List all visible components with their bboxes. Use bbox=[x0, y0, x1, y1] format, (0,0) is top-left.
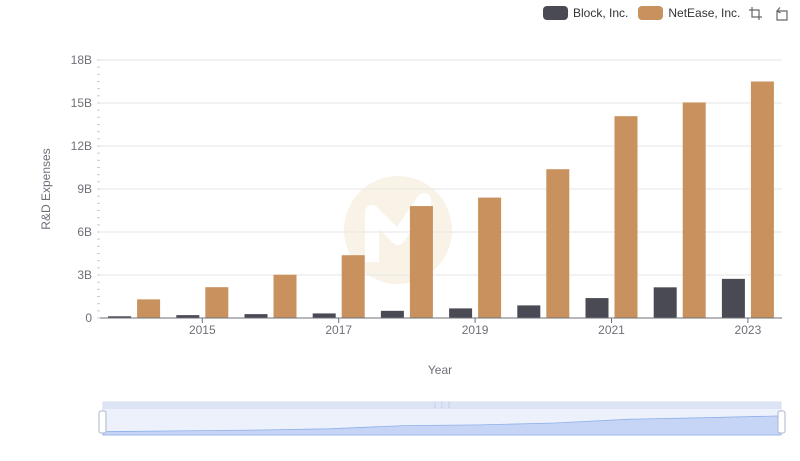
legend: Block, Inc. NetEase, Inc. bbox=[543, 4, 750, 22]
restore-icon bbox=[776, 7, 788, 21]
data-zoom-icon bbox=[749, 7, 762, 20]
y-tick-label: 3B bbox=[77, 268, 92, 282]
x-tick-label: 2015 bbox=[189, 323, 216, 337]
legend-label-netease: NetEase, Inc. bbox=[668, 6, 741, 20]
data-zoom-button[interactable] bbox=[748, 6, 763, 21]
bar-netease-2016[interactable] bbox=[273, 274, 297, 318]
bar-netease-2023[interactable] bbox=[750, 81, 774, 319]
slider-handle-right[interactable] bbox=[777, 410, 786, 434]
x-tick-label: 2023 bbox=[735, 323, 762, 337]
x-tick-label: 2019 bbox=[462, 323, 489, 337]
slider-handle-left[interactable] bbox=[98, 410, 107, 434]
y-tick-label: 9B bbox=[77, 182, 92, 196]
y-tick-label: 15B bbox=[71, 96, 92, 110]
y-tick-label: 12B bbox=[71, 139, 92, 153]
x-tick-label: 2021 bbox=[598, 323, 625, 337]
x-tick-label: 2017 bbox=[325, 323, 352, 337]
bar-netease-2018[interactable] bbox=[409, 206, 433, 318]
bar-block-2022[interactable] bbox=[653, 287, 677, 318]
legend-swatch-netease bbox=[638, 6, 664, 20]
toolbox bbox=[748, 6, 800, 21]
bar-block-2015[interactable] bbox=[176, 315, 200, 318]
y-tick-label: 0 bbox=[85, 311, 92, 325]
y-tick-label: 18B bbox=[71, 53, 92, 67]
bar-block-2018[interactable] bbox=[380, 310, 404, 318]
legend-item-netease[interactable]: NetEase, Inc. bbox=[638, 6, 740, 20]
x-axis-title: Year bbox=[428, 363, 452, 377]
bar-block-2017[interactable] bbox=[312, 313, 336, 318]
bar-block-2019[interactable] bbox=[449, 308, 473, 318]
bar-netease-2022[interactable] bbox=[682, 102, 706, 318]
bar-block-2021[interactable] bbox=[585, 298, 609, 318]
bar-netease-2019[interactable] bbox=[478, 197, 502, 318]
slider-drag-bar[interactable] bbox=[103, 402, 781, 409]
legend-item-block[interactable]: Block, Inc. bbox=[543, 6, 628, 20]
bar-netease-2020[interactable] bbox=[546, 169, 570, 318]
bar-block-2023[interactable] bbox=[721, 278, 745, 318]
bar-netease-2021[interactable] bbox=[614, 116, 638, 318]
bar-block-2020[interactable] bbox=[517, 305, 541, 318]
bar-netease-2017[interactable] bbox=[341, 255, 365, 318]
bar-block-2016[interactable] bbox=[244, 314, 268, 318]
legend-swatch-block bbox=[543, 6, 568, 20]
data-zoom-slider[interactable]: ⋮⋮⋮ bbox=[98, 401, 786, 436]
legend-label-block: Block, Inc. bbox=[573, 6, 629, 20]
restore-button[interactable] bbox=[774, 6, 789, 21]
bar-netease-2014[interactable] bbox=[137, 299, 161, 318]
bar-block-2014[interactable] bbox=[108, 316, 132, 318]
y-axis-title: R&D Expenses bbox=[39, 148, 53, 229]
bar-netease-2015[interactable] bbox=[205, 287, 229, 318]
y-tick-label: 6B bbox=[77, 225, 92, 239]
slider-grip-icon: ⋮⋮⋮ bbox=[432, 402, 453, 409]
